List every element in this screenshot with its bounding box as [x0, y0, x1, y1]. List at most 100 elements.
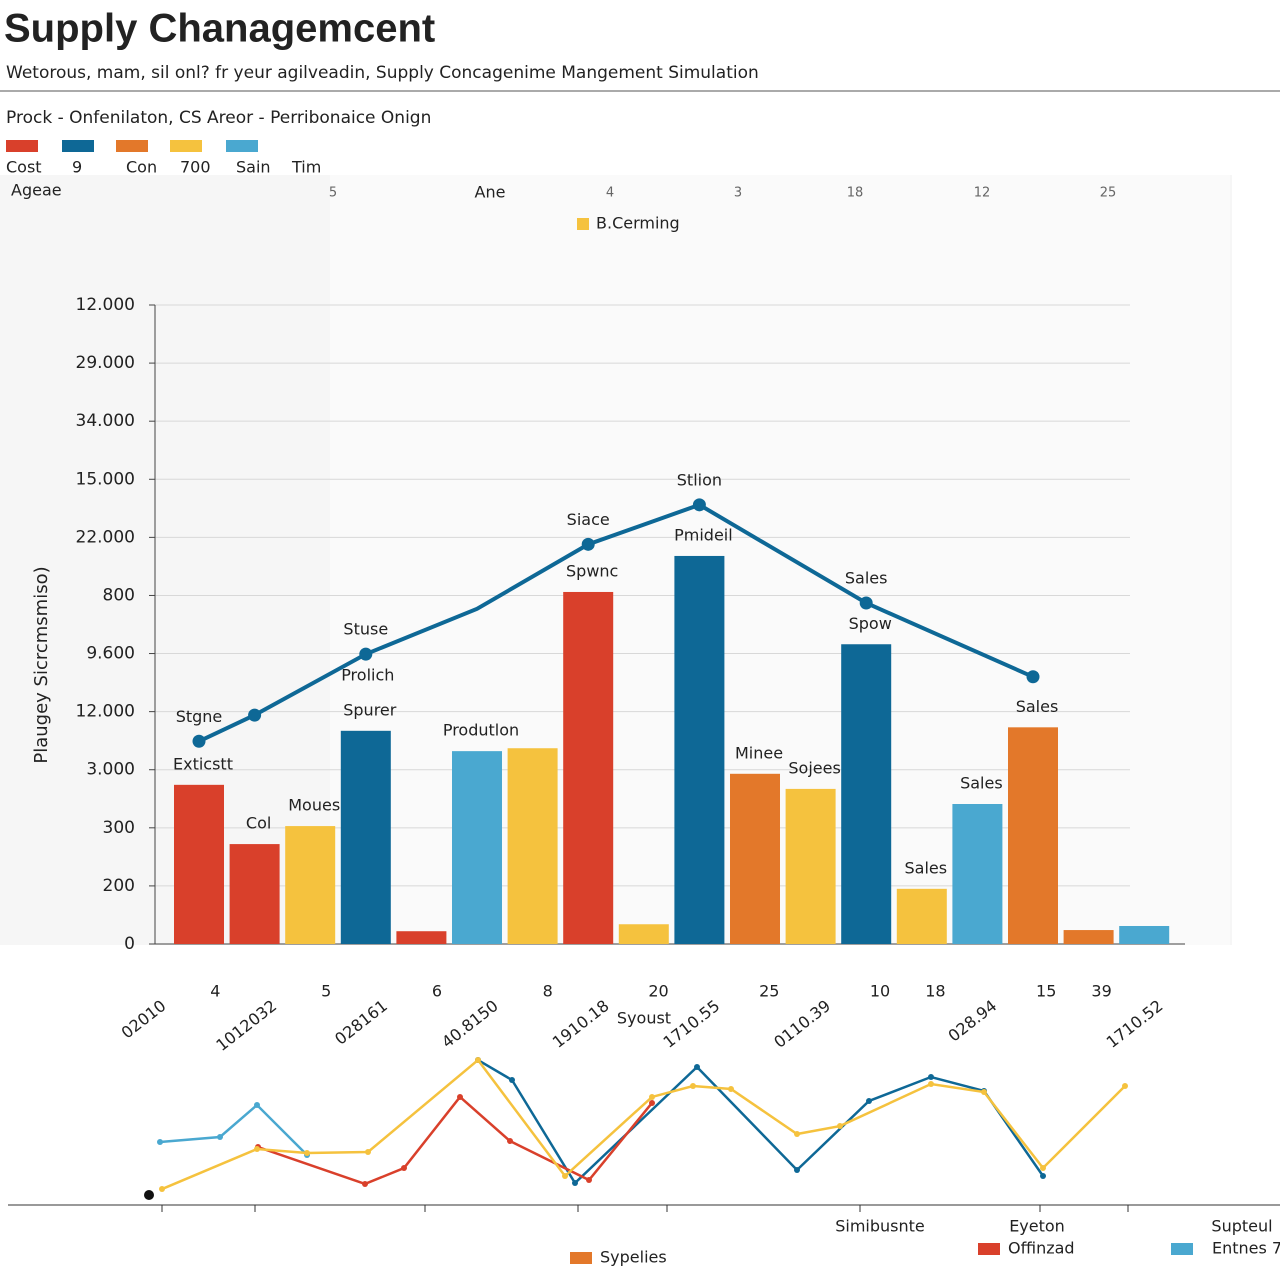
x-tick-label: 028.94: [944, 996, 1000, 1045]
mini-point: [1040, 1165, 1046, 1172]
section-label: Prock - Onfenilaton, CS Areor - Perribon…: [6, 108, 431, 128]
bar-label: Col: [246, 814, 271, 833]
line-sublabel: Prolich: [341, 666, 394, 685]
legend-label: 9: [72, 158, 82, 177]
mini-line: [257, 1095, 653, 1186]
line-point: [192, 734, 206, 748]
x-tick-label: 028161: [331, 996, 391, 1049]
legend-swatch: [570, 1252, 592, 1264]
legend-swatch: [1171, 1243, 1193, 1255]
mini-point: [254, 1102, 260, 1109]
x-tick-label: 20: [648, 982, 668, 1001]
line-point: [359, 647, 373, 661]
y-tick-label: 200: [103, 876, 135, 896]
bar: [452, 751, 502, 944]
top-label: 25: [1100, 186, 1117, 201]
y-tick-label: 9.600: [86, 644, 135, 664]
line: [198, 502, 1034, 744]
mini-point: [1122, 1083, 1128, 1089]
bar-label: Produtlon: [443, 721, 519, 740]
x-tick-label: 0110.39: [770, 996, 834, 1052]
mini-point: [794, 1131, 800, 1137]
x-tick-label: 1012032: [212, 996, 280, 1055]
x-tick-label: 25: [759, 982, 779, 1001]
bar-label: Sales: [1016, 697, 1059, 716]
legend-swatch: [978, 1243, 1000, 1255]
x-tick-label: 5: [321, 982, 331, 1001]
mini-point: [837, 1123, 843, 1130]
line-label: Stlion: [677, 470, 722, 489]
mini-point: [690, 1083, 696, 1089]
line-label: Stgne: [176, 707, 223, 726]
x-tick-label: 10: [870, 982, 890, 1001]
legend-label: Con: [126, 158, 157, 177]
y-tick-label: 29.000: [76, 353, 135, 373]
bar-label: Spurer: [343, 700, 397, 719]
mini-point: [362, 1180, 368, 1187]
mini-point: [562, 1173, 568, 1179]
y-tick-label: 15.000: [76, 469, 135, 489]
x-tick-label: 4: [210, 982, 220, 1001]
y-tick-label: 800: [103, 585, 135, 605]
chart-title: Supply Chanagemcent: [4, 7, 435, 51]
mini-point: [157, 1138, 163, 1145]
mini-point: [475, 1057, 481, 1064]
mini-point: [928, 1074, 934, 1080]
legend-sub: Ageae: [11, 181, 62, 200]
bar-label: Exticstt: [173, 754, 233, 773]
bar-label: Sales: [905, 858, 948, 877]
bar: [841, 644, 892, 944]
mini-line: [477, 1058, 1045, 1186]
bar: [396, 931, 447, 944]
bar: [674, 555, 725, 944]
line-point: [692, 498, 706, 512]
subtitle: Wetorous, mam, sil onl? fr yeur agilvead…: [6, 63, 759, 83]
mini-point: [649, 1099, 655, 1106]
mini-point: [572, 1180, 578, 1187]
line-label: Sales: [845, 569, 888, 588]
legend-label: Cost: [6, 158, 42, 177]
top-label: 5: [329, 186, 337, 201]
legend-label: 700: [180, 158, 211, 177]
line-point: [581, 537, 595, 551]
bar: [563, 591, 614, 944]
y-tick-label: 12.000: [76, 702, 135, 722]
bar: [1063, 930, 1114, 944]
top-label: 12: [974, 186, 991, 201]
bar: [507, 748, 558, 944]
y-tick-label: 3.000: [86, 760, 135, 780]
bar: [896, 888, 947, 944]
bar-label: Pmideil: [674, 525, 733, 544]
bar: [285, 826, 336, 944]
x-sub-label: Syoust: [617, 1009, 671, 1028]
line-label: Siace: [567, 510, 610, 529]
x-tick-label: 02010: [118, 996, 170, 1042]
legend-swatch: [6, 140, 38, 152]
top-label: 4: [606, 186, 614, 201]
mini-point: [728, 1086, 734, 1092]
x-tick-label: 18: [925, 982, 945, 1001]
mini-point: [981, 1089, 987, 1095]
y-tick-label: 22.000: [76, 527, 135, 547]
bar: [785, 788, 836, 944]
mini-point: [794, 1167, 800, 1173]
x-tick-label: 6: [432, 982, 442, 1001]
top-label: 18: [847, 186, 864, 201]
y-axis-title: Plaugey Sicrcmsmiso): [31, 566, 52, 763]
y-tick-label: 0: [124, 934, 135, 954]
mini-point: [365, 1149, 371, 1155]
bar: [174, 784, 224, 944]
mini-point: [304, 1150, 310, 1157]
x-tick-label: 1910.18: [549, 996, 613, 1052]
top-label: Ane: [475, 183, 506, 202]
y-tick-label: 34.000: [76, 411, 135, 431]
bar: [229, 844, 280, 944]
x-tick-label: 39: [1091, 982, 1111, 1001]
bar: [618, 924, 669, 944]
line-label: Stuse: [343, 620, 388, 639]
bar-label: Minee: [735, 743, 783, 762]
legend-label: Tim: [291, 158, 321, 177]
bar: [1008, 727, 1058, 944]
y-tick-label: 300: [103, 818, 135, 838]
